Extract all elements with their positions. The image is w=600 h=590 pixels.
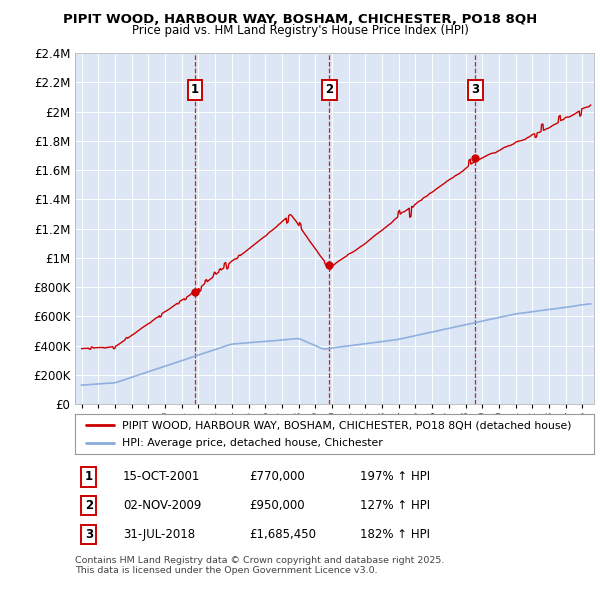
Text: 2: 2: [325, 83, 334, 96]
Text: 1: 1: [85, 470, 93, 483]
Text: £1,685,450: £1,685,450: [249, 528, 316, 541]
Text: 2: 2: [85, 499, 93, 512]
Text: PIPIT WOOD, HARBOUR WAY, BOSHAM, CHICHESTER, PO18 8QH (detached house): PIPIT WOOD, HARBOUR WAY, BOSHAM, CHICHES…: [122, 420, 571, 430]
Text: £950,000: £950,000: [249, 499, 305, 512]
Text: PIPIT WOOD, HARBOUR WAY, BOSHAM, CHICHESTER, PO18 8QH: PIPIT WOOD, HARBOUR WAY, BOSHAM, CHICHES…: [63, 13, 537, 26]
Text: 197% ↑ HPI: 197% ↑ HPI: [360, 470, 430, 483]
Text: 3: 3: [85, 528, 93, 541]
Text: 3: 3: [471, 83, 479, 96]
Text: 1: 1: [191, 83, 199, 96]
Text: 02-NOV-2009: 02-NOV-2009: [123, 499, 202, 512]
Text: 31-JUL-2018: 31-JUL-2018: [123, 528, 195, 541]
Text: Contains HM Land Registry data © Crown copyright and database right 2025.
This d: Contains HM Land Registry data © Crown c…: [75, 556, 445, 575]
Text: 182% ↑ HPI: 182% ↑ HPI: [360, 528, 430, 541]
Text: 127% ↑ HPI: 127% ↑ HPI: [360, 499, 430, 512]
Text: HPI: Average price, detached house, Chichester: HPI: Average price, detached house, Chic…: [122, 438, 382, 448]
Text: £770,000: £770,000: [249, 470, 305, 483]
Text: Price paid vs. HM Land Registry's House Price Index (HPI): Price paid vs. HM Land Registry's House …: [131, 24, 469, 37]
Text: 15-OCT-2001: 15-OCT-2001: [123, 470, 200, 483]
